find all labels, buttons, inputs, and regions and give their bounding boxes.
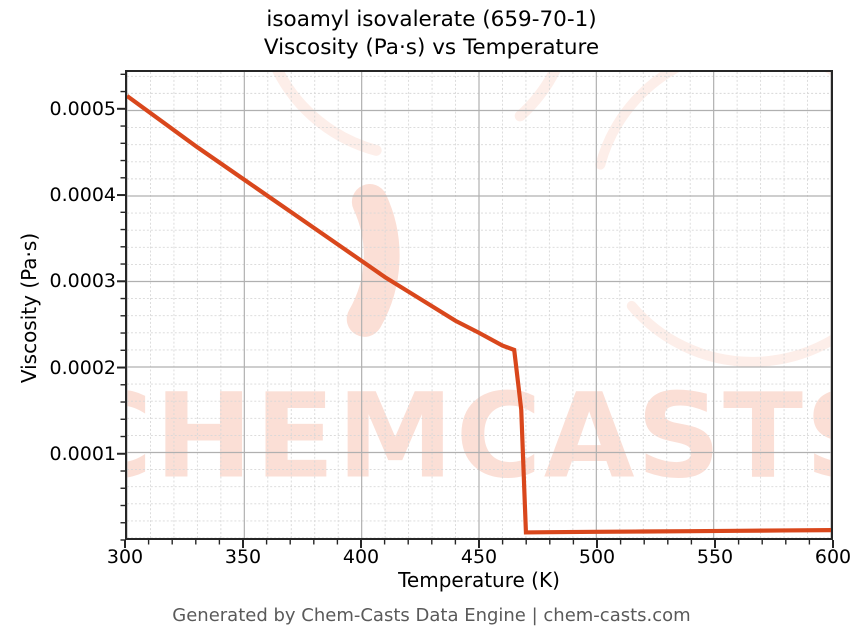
viscosity-curve xyxy=(127,94,831,535)
x-axis-label: Temperature (K) xyxy=(398,568,560,592)
x-tick-label: 400 xyxy=(342,546,380,568)
x-tick-label: 350 xyxy=(224,546,262,568)
y-tick-label: 0.0005 xyxy=(49,97,116,120)
y-tick-label: 0.0001 xyxy=(49,442,116,465)
chart-title-line2: Viscosity (Pa·s) vs Temperature xyxy=(263,35,600,60)
x-tick-label: 550 xyxy=(696,546,734,568)
plot-area: CHEMCASTS xyxy=(125,70,833,540)
footer-credit: Generated by Chem-Casts Data Engine | ch… xyxy=(172,605,691,626)
x-tick-label: 300 xyxy=(106,546,144,568)
x-tick-label: 450 xyxy=(460,546,498,568)
chart-title: isoamyl isovalerate (659-70-1) Viscosity… xyxy=(0,6,863,62)
y-tick-label: 0.0003 xyxy=(49,270,116,293)
y-tick-label: 0.0002 xyxy=(49,356,116,379)
y-tick-label: 0.0004 xyxy=(49,184,116,207)
x-tick-label: 600 xyxy=(814,546,852,568)
x-tick-label: 500 xyxy=(578,546,616,568)
x-axis-tick-labels: 300 350 400 450 500 550 600 xyxy=(107,546,851,572)
chart-title-line1: isoamyl isovalerate (659-70-1) xyxy=(266,7,597,32)
y-axis-tick-labels: 0.0001 0.0002 0.0003 0.0004 0.0005 xyxy=(10,70,116,540)
data-series-layer xyxy=(127,94,831,535)
y-axis-label: Viscosity (Pa·s) xyxy=(17,232,41,384)
